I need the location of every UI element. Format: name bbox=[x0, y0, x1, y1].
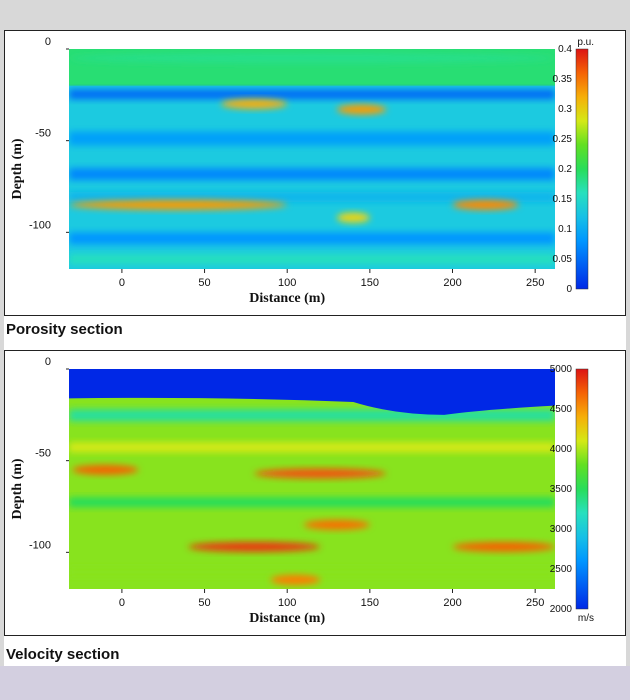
porosity-caption: Porosity section bbox=[6, 321, 123, 338]
colorbar bbox=[575, 48, 589, 290]
x-tick-label: 250 bbox=[526, 597, 544, 609]
plot-area bbox=[69, 369, 555, 589]
blue-band bbox=[69, 89, 555, 100]
green-band bbox=[69, 497, 555, 508]
x-tick-label: 200 bbox=[443, 597, 461, 609]
colorbar-tick-label: 0.2 bbox=[558, 164, 572, 175]
green-band bbox=[69, 254, 555, 265]
velocity-section-chart: 0 -50 -100 0 50 100 150 200 250 Distance (m) Depth… bbox=[10, 356, 594, 626]
colorbar-tick-label: 4500 bbox=[550, 404, 573, 415]
layer-lens bbox=[270, 574, 321, 585]
yellow-band bbox=[69, 567, 555, 577]
x-tick-label: 50 bbox=[198, 597, 210, 609]
layer-lens bbox=[221, 99, 288, 109]
colorbar-unit-label: m/s bbox=[578, 613, 594, 624]
layer-lens bbox=[69, 199, 288, 210]
colorbar-tick-label: 5000 bbox=[550, 364, 573, 375]
x-tick-label: 0 bbox=[119, 597, 125, 609]
layer-lens bbox=[336, 212, 370, 223]
layer-lens bbox=[188, 541, 321, 552]
porosity-section-chart: 0 -50 -100 0 50 100 150 200 250 Distance (m) Depth… bbox=[10, 36, 594, 306]
x-axis-title: Distance (m) bbox=[249, 611, 325, 626]
colorbar-tick-label: 0.4 bbox=[558, 44, 572, 55]
blue-band bbox=[69, 131, 555, 146]
x-tick-label: 0 bbox=[119, 277, 125, 289]
colorbar-tick-label: 0.25 bbox=[553, 134, 573, 145]
colorbar-tick-label: 0.35 bbox=[553, 74, 573, 85]
colorbar-tick-label: 0.15 bbox=[553, 194, 573, 205]
blue-band bbox=[69, 168, 555, 181]
layer-lens bbox=[69, 53, 555, 64]
colorbar-unit-label: p.u. bbox=[577, 37, 594, 48]
velocity-chart-frame: 0 -50 -100 0 50 100 150 200 250 Distance (m) Depth… bbox=[4, 350, 626, 636]
velocity-panel: 0 -50 -100 0 50 100 150 200 250 Distance (m) Depth… bbox=[4, 350, 626, 666]
layer-lens bbox=[452, 541, 555, 552]
cyan-band bbox=[69, 192, 555, 202]
x-axis-title: Distance (m) bbox=[249, 291, 325, 306]
x-tick-label: 150 bbox=[361, 597, 379, 609]
colorbar-tick-label: 0 bbox=[566, 284, 572, 295]
x-tick-label: 250 bbox=[526, 277, 544, 289]
plot-area bbox=[69, 49, 555, 269]
colorbar-tick-label: 3500 bbox=[550, 484, 573, 495]
x-tick-label: 100 bbox=[278, 597, 296, 609]
x-tick-label: 200 bbox=[443, 277, 461, 289]
x-tick-label: 100 bbox=[278, 277, 296, 289]
x-tick-label: 50 bbox=[198, 277, 210, 289]
layer-lens bbox=[254, 468, 387, 479]
porosity-chart-frame: 0 -50 -100 0 50 100 150 200 250 Distance (m) Depth… bbox=[4, 30, 626, 316]
y-tick-label: 0 bbox=[45, 36, 51, 48]
colorbar-tick-label: 0.1 bbox=[558, 224, 572, 235]
colorbar-tick-label: 0.05 bbox=[553, 254, 573, 265]
colorbar-tick-label: 2500 bbox=[550, 564, 573, 575]
green-band bbox=[69, 409, 555, 422]
colorbar-tick-label: 4000 bbox=[550, 444, 573, 455]
y-tick-label: -50 bbox=[35, 448, 51, 460]
layer-lens bbox=[452, 199, 519, 210]
y-axis-title: Depth (m) bbox=[10, 138, 25, 199]
x-tick-label: 150 bbox=[361, 277, 379, 289]
colorbar-tick-label: 2000 bbox=[550, 604, 573, 615]
porosity-panel: 0 -50 -100 0 50 100 150 200 250 Distance (m) Depth… bbox=[4, 30, 626, 350]
colorbar-tick-label: 3000 bbox=[550, 524, 573, 535]
yellow-band bbox=[69, 442, 555, 453]
layer-lens bbox=[72, 464, 139, 475]
footer-band bbox=[0, 666, 630, 700]
layer-lens bbox=[336, 104, 387, 115]
y-tick-label: 0 bbox=[45, 356, 51, 368]
colorbar-tick-label: 0.3 bbox=[558, 104, 572, 115]
top-layer bbox=[69, 369, 555, 415]
y-tick-label: -100 bbox=[29, 539, 51, 551]
velocity-caption: Velocity section bbox=[6, 646, 120, 663]
y-axis-title: Depth (m) bbox=[10, 458, 25, 519]
blue-band bbox=[69, 232, 555, 245]
colorbar bbox=[575, 368, 589, 610]
y-tick-label: -50 bbox=[35, 128, 51, 140]
layer-lens bbox=[303, 519, 370, 530]
y-tick-label: -100 bbox=[29, 219, 51, 231]
